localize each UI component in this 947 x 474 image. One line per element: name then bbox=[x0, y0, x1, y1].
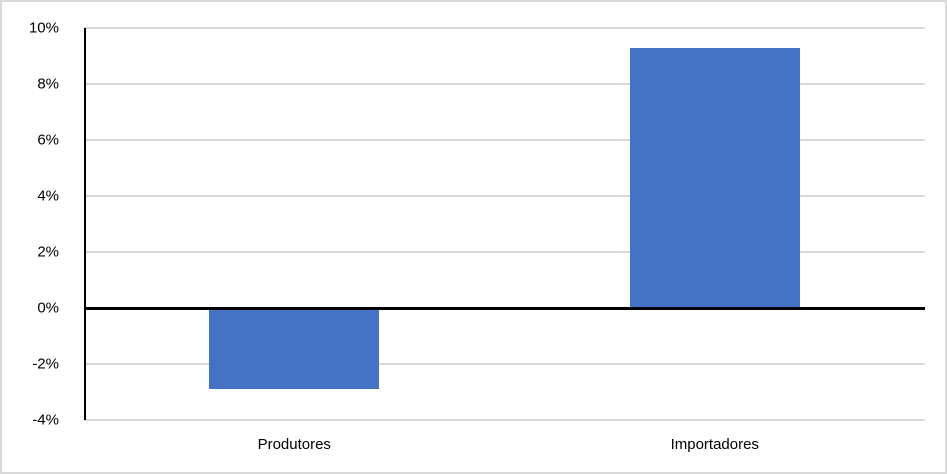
gridline-10 bbox=[84, 27, 925, 29]
y-tick-label--4%: -4% bbox=[32, 411, 59, 429]
y-tick-label-4%: 4% bbox=[37, 187, 59, 205]
bar-produtores bbox=[209, 308, 380, 390]
y-tick-label-6%: 6% bbox=[37, 131, 59, 149]
y-axis-line bbox=[84, 28, 86, 420]
category-label-importadores: Importadores bbox=[670, 436, 759, 453]
zero-axis-line bbox=[84, 306, 925, 310]
y-tick-label-2%: 2% bbox=[37, 243, 59, 261]
y-tick-label-8%: 8% bbox=[37, 75, 59, 93]
gridline-2 bbox=[84, 251, 925, 253]
x-axis-category-labels: Produtores Importadores bbox=[84, 436, 925, 453]
gridline--2 bbox=[84, 363, 925, 365]
gridline--4 bbox=[84, 419, 925, 421]
gridline-8 bbox=[84, 83, 925, 85]
y-tick-label--2%: -2% bbox=[32, 355, 59, 373]
y-tick-label-10%: 10% bbox=[28, 19, 59, 37]
plot-area bbox=[84, 27, 925, 421]
y-tick-label-0%: 0% bbox=[37, 299, 59, 317]
bar-importadores bbox=[629, 47, 800, 308]
gridline-4 bbox=[84, 195, 925, 197]
gridline-6 bbox=[84, 139, 925, 141]
category-label-produtores: Produtores bbox=[257, 436, 331, 453]
